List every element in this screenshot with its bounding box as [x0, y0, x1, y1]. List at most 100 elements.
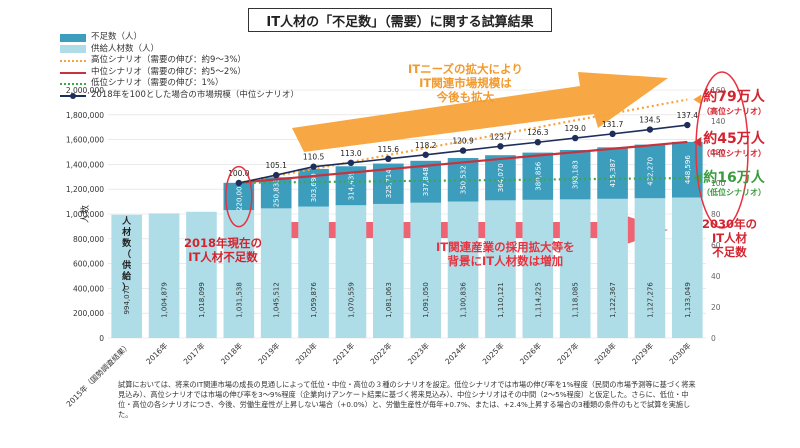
bar-supply — [522, 199, 554, 338]
market-index-label: 105.1 — [265, 161, 287, 170]
bar-supply — [111, 214, 143, 338]
market-index-label: 129.0 — [564, 124, 586, 133]
callout-low-label: （低位シナリオ） — [702, 188, 766, 197]
x-tick-label: 2020年 — [293, 340, 319, 366]
y2-tick-label: 60 — [711, 241, 721, 250]
market-index-label: 126.3 — [527, 128, 549, 137]
market-index-point — [310, 163, 317, 170]
callout-supply-growth: IT関連産業の採用拡大等を 背景にIT人材数は増加 — [436, 240, 575, 268]
callout-shortage-2030-line3: 不足数 — [712, 245, 747, 259]
market-index-point — [571, 134, 579, 142]
y2-tick-label: 20 — [711, 303, 721, 312]
bar-supply — [298, 206, 329, 338]
bar-supply-label: 1,031,538 — [235, 282, 243, 318]
bar-supply — [335, 205, 367, 338]
bar-shortage-label: 448,596 — [684, 155, 692, 184]
callout-mid-label: （中位シナリオ） — [702, 149, 766, 158]
bar-supply — [634, 198, 666, 338]
x-tick-label: 2024年 — [443, 340, 469, 366]
bar-supply-label: 1,133,049 — [684, 282, 692, 318]
bar-supply-label: 1,122,367 — [609, 282, 617, 318]
market-index-label: 134.5 — [639, 116, 661, 125]
y2-tick-label: 120 — [711, 148, 726, 157]
bar-supply — [372, 203, 404, 338]
marker-high-end — [693, 94, 702, 105]
market-index-point — [646, 126, 654, 133]
bar-shortage — [522, 152, 554, 200]
x-tick-label: 2029年 — [629, 340, 655, 366]
market-index-label: 131.7 — [602, 120, 624, 129]
bar-shortage-label: 364,070 — [497, 163, 505, 192]
x-tick-label: 2016年 — [144, 340, 170, 366]
bar-shortage — [485, 155, 516, 201]
callout-high: 約79万人 （高位シナリオ） — [702, 86, 766, 117]
callout-shortage-2018-line2: IT人材不足数 — [188, 250, 258, 264]
market-index-label: 110.5 — [303, 153, 325, 162]
callout-market-growth-line2: IT関連市場規模は — [419, 76, 512, 90]
bar-supply-label: 1,059,876 — [310, 282, 318, 318]
callout-supply-growth-line1: IT関連産業の採用拡大等を — [436, 240, 575, 254]
highlight-2018-shortage — [225, 165, 253, 228]
bar-shortage — [597, 147, 628, 199]
bar-shortage-label: 325,714 — [385, 169, 393, 198]
market-index-point — [684, 121, 691, 129]
bar-supply-label: 1,118,085 — [572, 282, 580, 318]
x-tick-label: 2017年 — [181, 340, 207, 366]
market-index-point — [272, 171, 280, 179]
footnote: 試算においては、将来のIT関連市場の成長の見通しによって低位・中位・高位の３種の… — [118, 380, 696, 419]
y-tick-label: 800,000 — [73, 235, 104, 244]
bar-shortage-label: 303,680 — [310, 173, 318, 202]
market-index-label: 120.9 — [452, 137, 474, 146]
supply-vertical-label-char: 人 — [121, 215, 132, 227]
y-tick-label: 1,800,000 — [66, 111, 104, 120]
legend-label-index: 2018年を100とした場合の市場規模（中位シナリオ） — [91, 89, 299, 100]
bar-supply-label: 1,110,121 — [497, 282, 505, 318]
bar-supply — [447, 201, 479, 338]
y2-tick-label: 140 — [711, 117, 726, 126]
bar-supply — [671, 197, 703, 338]
y-axis-title: 人数 — [79, 205, 91, 223]
bar-supply-label: 1,045,512 — [273, 282, 281, 318]
y-tick-label: 1,200,000 — [66, 185, 104, 194]
bar-shortage-label: 350,532 — [460, 165, 468, 194]
legend-item-high: 高位シナリオ（需要の伸び：約9～3%） — [60, 55, 299, 67]
x-tick-label: 2027年 — [555, 340, 581, 366]
arrow-supply-growth — [290, 207, 668, 253]
market-index-label: 115.6 — [378, 145, 400, 154]
legend-label-high: 高位シナリオ（需要の伸び：約9～3%） — [91, 55, 246, 66]
callout-market-growth-line1: ITニーズの拡大により — [408, 62, 523, 76]
callout-low: 約16万人 （低位シナリオ） — [702, 167, 766, 198]
market-index-point — [235, 179, 243, 187]
supply-vertical-label-char: ） — [122, 282, 131, 293]
y-tick-label: 1,400,000 — [66, 160, 104, 169]
y-tick-label: 1,600,000 — [66, 136, 104, 145]
bar-shortage-label: 337,848 — [422, 167, 430, 196]
callout-market-growth-line3: 今後も拡大 — [436, 90, 495, 104]
line-mid-scenario — [238, 140, 688, 184]
bar-shortage — [634, 144, 666, 199]
bar-shortage-label: 432,270 — [646, 157, 654, 186]
y2-tick-label: 160 — [711, 86, 726, 95]
bar-shortage-label: 250,835 — [273, 178, 281, 207]
callout-high-label: （高位シナリオ） — [702, 107, 766, 116]
y2-tick-label: 0 — [711, 334, 716, 343]
supply-vertical-label-char: 供 — [121, 259, 131, 271]
bar-supply — [597, 198, 628, 338]
callout-mid: 約45万人 （中位シナリオ） — [702, 128, 766, 159]
bar-supply-label: 994,070 — [123, 286, 131, 315]
legend-label-shortage: 不足数（人） — [91, 32, 143, 42]
x-tick-label: 2030年 — [667, 340, 693, 366]
x-tick-label: 2018年 — [218, 340, 244, 366]
legend-item-shortage: 不足数（人） — [60, 32, 299, 44]
bar-shortage — [559, 149, 591, 200]
arrow-market-growth — [292, 72, 668, 152]
bar-supply-label: 1,004,879 — [161, 282, 169, 318]
legend-item-mid: 中位シナリオ（需要の伸び：約5～2%） — [60, 67, 299, 79]
bar-supply-label: 1,127,276 — [646, 282, 654, 318]
market-index-point — [347, 159, 355, 167]
market-index-point — [609, 130, 616, 138]
market-index-label: 137.4 — [677, 111, 699, 120]
supply-vertical-label-char: 材 — [121, 226, 131, 238]
bar-supply — [260, 208, 292, 338]
